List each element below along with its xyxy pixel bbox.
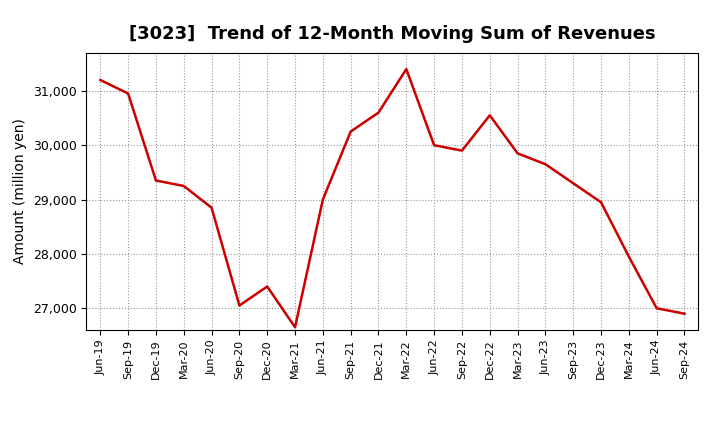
Y-axis label: Amount (million yen): Amount (million yen) [13, 118, 27, 264]
Title: [3023]  Trend of 12-Month Moving Sum of Revenues: [3023] Trend of 12-Month Moving Sum of R… [129, 25, 656, 43]
